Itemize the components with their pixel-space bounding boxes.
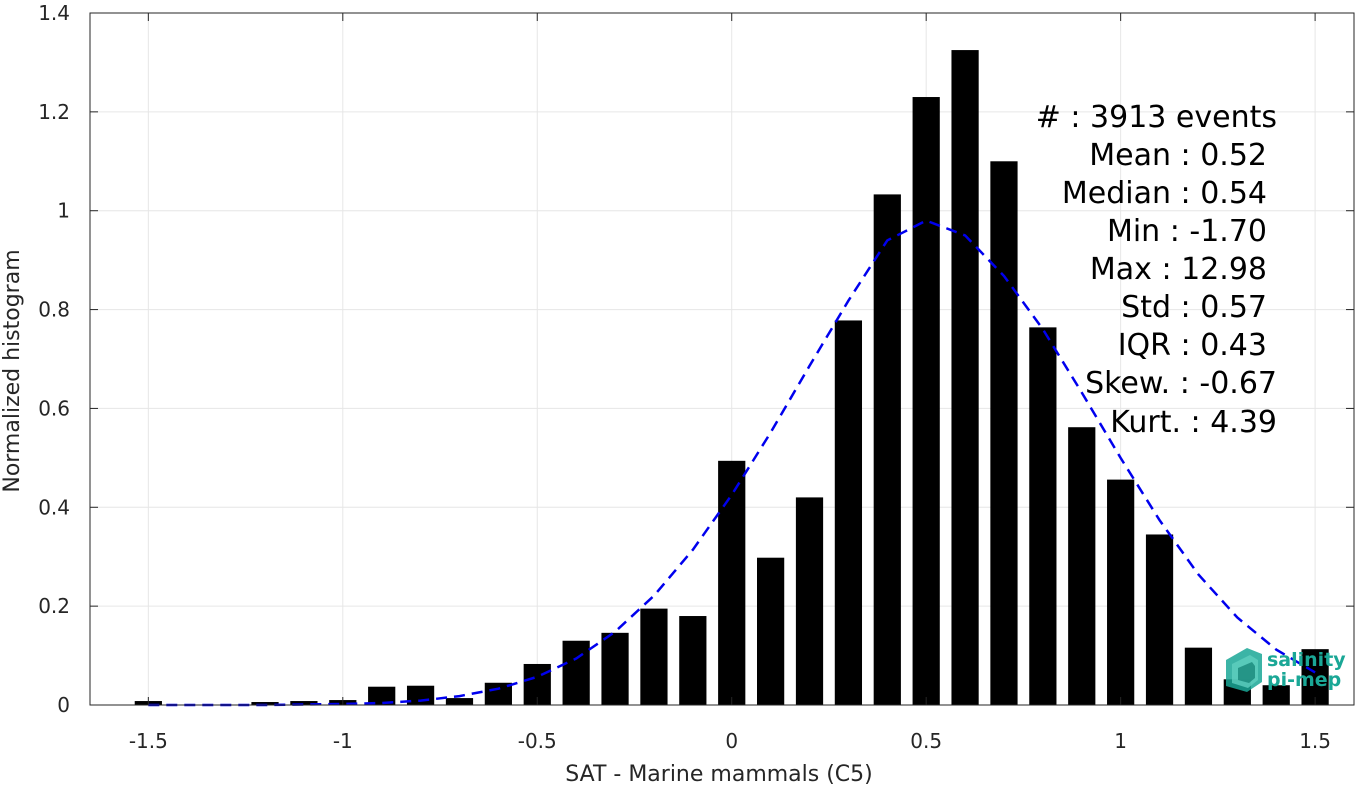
histogram-bar: [679, 616, 707, 705]
histogram-bar: [290, 701, 318, 705]
logo-text-line1: salinity: [1267, 649, 1346, 671]
histogram-bar: [757, 557, 785, 705]
histogram-bar: [951, 50, 979, 706]
x-tick-label: 1: [1114, 729, 1127, 753]
x-axis-ticks: -1.5 -1 -0.5 0 0.5 1 1.5: [129, 13, 1331, 753]
histogram-bar: [1184, 647, 1213, 705]
fit-curve: [148, 219, 1316, 707]
logo-text-line2: pi-mep: [1267, 669, 1341, 691]
y-tick-label: 0.6: [38, 396, 70, 420]
x-tick-label: -1.5: [129, 729, 168, 753]
histogram-bar: [834, 320, 863, 705]
x-axis-label: SAT - Marine mammals (C5): [565, 762, 873, 785]
histogram-bar: [445, 698, 474, 705]
x-tick-label: 1.5: [1299, 729, 1331, 753]
histogram-bar: [484, 682, 512, 705]
x-tick-label: 0: [725, 729, 738, 753]
stat-kurt: Kurt. : 4.39: [1110, 405, 1277, 440]
stat-events: # : 3913 events: [1036, 100, 1277, 135]
histogram-bar: [562, 640, 590, 705]
logo-mark-icon: [1226, 648, 1262, 692]
grid-lines: [90, 12, 1354, 706]
histogram-bar: [1262, 685, 1290, 705]
histogram-bar: [1029, 327, 1057, 705]
stats-annotation: # : 3913 events Mean : 0.52 Median : 0.5…: [1036, 100, 1277, 440]
histogram-bar: [990, 161, 1018, 706]
histogram-bar: [873, 194, 901, 705]
stat-iqr: IQR : 0.43: [1118, 328, 1267, 363]
histogram-bar: [251, 702, 279, 705]
y-tick-label: 0.8: [38, 298, 70, 322]
histogram-bar: [912, 97, 940, 706]
y-tick-label: 1.4: [38, 1, 70, 25]
stat-median: Median : 0.54: [1062, 176, 1267, 211]
stat-skew: Skew. : -0.67: [1085, 366, 1277, 401]
axes-box: [89, 12, 1355, 706]
x-tick-label: 0.5: [910, 729, 942, 753]
y-axis-label: Normalized histogram: [0, 249, 25, 492]
histogram-bar: [1301, 649, 1329, 705]
x-tick-label: -0.5: [518, 729, 557, 753]
y-axis-ticks: 0 0.2 0.4 0.6 0.8 1 1.2 1.4: [38, 1, 1354, 717]
histogram-bar: [1107, 479, 1135, 705]
histogram-bar: [1068, 427, 1096, 705]
stat-std: Std : 0.57: [1121, 290, 1267, 325]
histogram-bar: [718, 460, 746, 705]
y-tick-label: 0: [57, 693, 70, 717]
salinity-pimep-logo: salinity pi-mep: [1226, 648, 1346, 692]
stat-min: Min : -1.70: [1107, 214, 1267, 249]
histogram-bar: [1145, 534, 1174, 705]
y-tick-label: 0.2: [38, 594, 70, 618]
histogram-bars: [134, 50, 1329, 706]
x-tick-label: -1: [333, 729, 353, 753]
histogram-bar: [368, 686, 396, 705]
y-tick-label: 0.4: [38, 495, 70, 519]
histogram-bar: [640, 608, 668, 705]
y-tick-label: 1.2: [38, 100, 70, 124]
histogram-bar: [795, 497, 824, 705]
histogram-bar: [601, 632, 629, 705]
stat-max: Max : 12.98: [1090, 252, 1267, 287]
y-tick-label: 1: [57, 199, 70, 223]
stat-mean: Mean : 0.52: [1089, 138, 1267, 173]
